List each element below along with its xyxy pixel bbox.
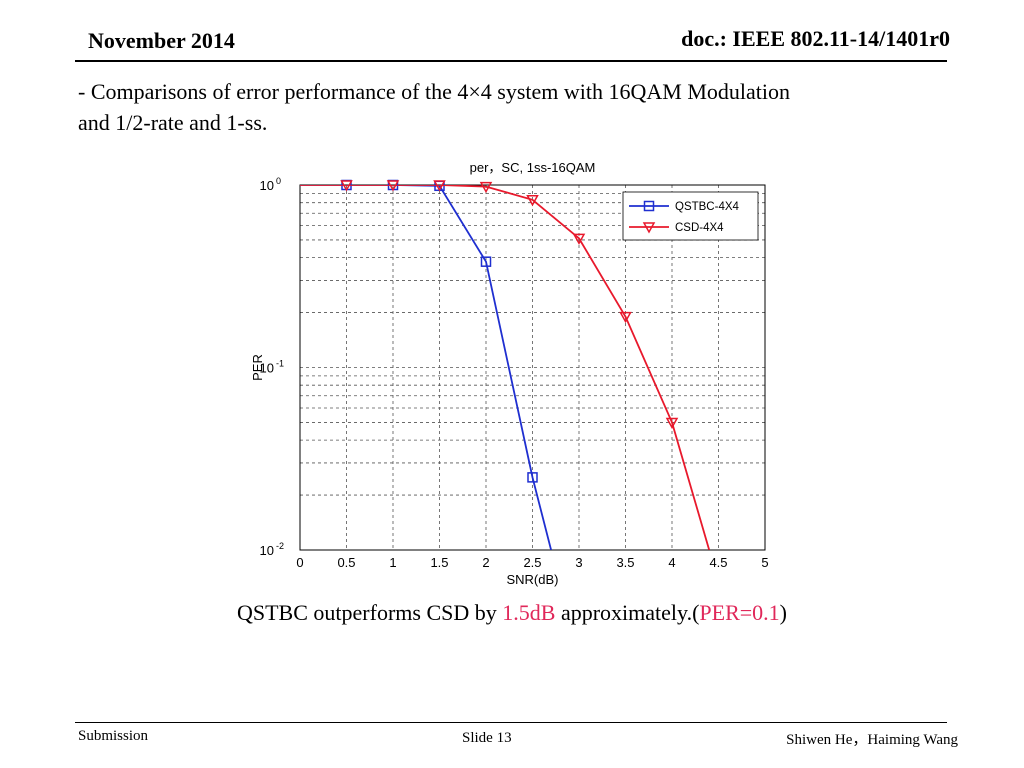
x-tick-label: 0	[296, 555, 303, 570]
plot-frame	[299, 184, 766, 551]
y-tick-exponent: 0	[276, 176, 281, 186]
caption-text-3: )	[779, 600, 787, 625]
data-point-csd-4x4	[526, 195, 539, 207]
intro-line-2: and 1/2-rate and 1-ss.	[78, 110, 268, 135]
x-tick-label: 4.5	[709, 555, 727, 570]
data-point-csd-4x4	[340, 180, 353, 192]
caption-text-2: approximately.(	[555, 600, 700, 625]
data-point-csd-4x4	[619, 311, 632, 324]
footer-submission: Submission	[78, 728, 149, 744]
y-tick-label: 10	[260, 543, 274, 558]
caption-highlight-per: PER=0.1	[699, 600, 780, 625]
slide-number: Slide 13	[462, 730, 512, 746]
footer-authors: Shiwen He，Haiming Wang	[786, 732, 958, 748]
data-point-qstbc-4x4	[527, 472, 538, 483]
slide-date: November 2014	[88, 28, 235, 53]
y-tick-exponent: -1	[276, 359, 284, 369]
legend-box	[622, 191, 759, 241]
x-tick-label: 5	[761, 555, 768, 570]
intro-text: - Comparisons of error performance of th…	[78, 76, 958, 138]
document-id: doc.: IEEE 802.11-14/1401r0	[681, 26, 950, 51]
x-tick-label: 1.5	[430, 555, 448, 570]
x-tick-label: 3.5	[616, 555, 634, 570]
x-tick-label: 1	[389, 555, 396, 570]
y-tick-exponent: -2	[276, 541, 284, 551]
x-tick-label: 4	[668, 555, 675, 570]
caption: QSTBC outperforms CSD by 1.5dB approxima…	[0, 600, 1024, 626]
footer-divider	[75, 722, 947, 723]
header-divider	[75, 60, 947, 62]
chart-title: per，SC, 1ss-16QAM	[470, 160, 596, 175]
intro-line-1: - Comparisons of error performance of th…	[78, 79, 790, 104]
x-tick-label: 3	[575, 555, 582, 570]
legend-label: QSTBC-4X4	[675, 201, 740, 213]
per-chart: 0 0.5 1 1.5 2 2.5 3 3.5 4 4.5 5 10 0 10 -1 10 -2 per，SC, …	[240, 150, 780, 590]
y-tick-label: 10	[260, 178, 274, 193]
x-tick-label: 0.5	[337, 555, 355, 570]
data-point-qstbc-4x4	[480, 256, 492, 267]
x-tick-label: 2	[482, 555, 489, 570]
data-point-csd-4x4	[433, 180, 446, 192]
y-tick-label: 10	[260, 361, 274, 376]
data-point-csd-4x4	[479, 181, 493, 194]
y-axis-label: PER	[250, 354, 265, 381]
x-axis-label: SNR(dB)	[506, 572, 558, 587]
data-point-csd-4x4	[386, 180, 400, 192]
series-line-csd-4x4	[300, 185, 711, 550]
caption-highlight-gain: 1.5dB	[502, 600, 556, 625]
caption-text-1: QSTBC outperforms CSD by	[237, 600, 503, 625]
data-point-csd-4x4	[572, 233, 586, 245]
data-point-csd-4x4	[665, 417, 679, 429]
legend-label: CSD-4X4	[675, 222, 724, 234]
x-tick-label: 2.5	[523, 555, 541, 570]
legend-marker	[642, 222, 656, 234]
legend-marker	[643, 200, 655, 212]
